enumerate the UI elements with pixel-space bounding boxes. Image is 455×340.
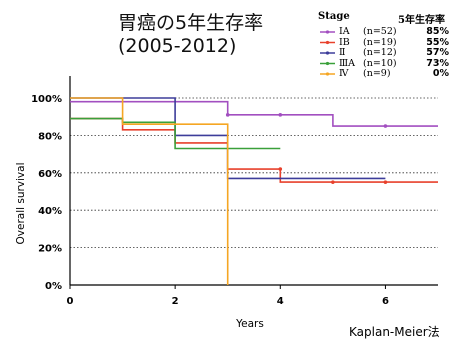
legend-stage-rate: 73%	[426, 57, 449, 69]
legend-stage-name: ⅢA	[339, 57, 356, 69]
series-line-5	[70, 97, 229, 285]
legend-stage-n: (n=12)	[363, 47, 397, 58]
method-label: Kaplan-Meier法	[349, 325, 440, 339]
y-tick-label: 40%	[38, 206, 62, 217]
legend-stage-rate: 57%	[426, 47, 449, 58]
y-tick-label: 100%	[31, 94, 62, 105]
legend-stage-n: (n=10)	[363, 57, 397, 69]
x-axis-label: Years	[235, 318, 264, 330]
censor-mark	[278, 167, 283, 171]
legend-swatch-dot	[325, 72, 330, 76]
y-tick-label: 80%	[38, 131, 62, 142]
x-tick-label: 6	[382, 296, 389, 307]
legend-stage-n: (n=19)	[363, 36, 397, 48]
legend-stage-rate: 0%	[432, 68, 449, 79]
chart-title: 胃癌の5年生存率	[118, 12, 264, 34]
legend-header-rate: 5年生存率	[398, 15, 445, 26]
legend-stage-name: ⅠB	[339, 36, 350, 48]
x-tick-label: 2	[172, 296, 179, 307]
y-axis-label: Overall survival	[15, 162, 27, 244]
series-line-3	[70, 97, 386, 180]
y-tick-label: 0%	[45, 281, 62, 292]
legend-stage-rate: 85%	[426, 26, 449, 37]
y-tick-label: 60%	[38, 169, 62, 180]
legend-stage-rate: 55%	[426, 36, 449, 48]
chart-subtitle: (2005-2012)	[118, 35, 237, 57]
censor-mark	[225, 113, 230, 117]
censor-mark	[278, 113, 283, 117]
y-tick-label: 20%	[38, 244, 62, 255]
legend-stage-name: ⅠA	[339, 26, 350, 37]
legend-swatch-dot	[325, 61, 330, 66]
legend-stage-name: Ⅱ	[339, 47, 346, 58]
series-line-4	[70, 117, 281, 150]
legend-stage-name: Ⅳ	[339, 68, 349, 79]
legend-header-stage: Stage	[318, 11, 350, 22]
legend-swatch-dot	[325, 40, 330, 45]
legend-stage-n: (n=52)	[363, 26, 397, 37]
censor-mark	[383, 180, 388, 184]
censor-mark	[331, 180, 335, 184]
legend-stage-n: (n=9)	[363, 68, 391, 79]
legend-swatch-dot	[325, 30, 330, 34]
x-tick-label: 4	[277, 296, 284, 307]
censor-mark	[383, 124, 388, 128]
legend-swatch-dot	[325, 51, 330, 55]
x-tick-label: 0	[67, 296, 74, 307]
